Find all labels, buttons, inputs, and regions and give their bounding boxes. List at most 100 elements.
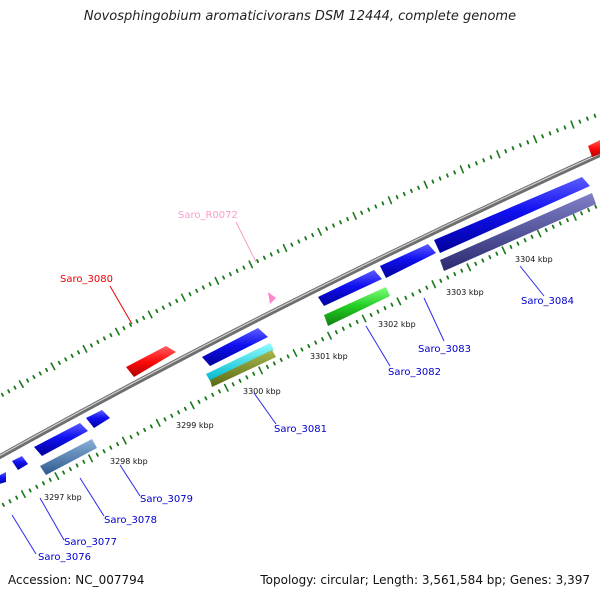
scale-tick	[425, 285, 429, 290]
accession-text: Accession: NC_007794	[8, 573, 145, 587]
leader-R0072	[235, 221, 257, 263]
scale-tick	[307, 343, 311, 349]
scale-tick	[235, 268, 239, 274]
scale-tick	[300, 347, 304, 352]
gene-label-3076[interactable]: Saro_3076	[38, 552, 91, 563]
scale-tick	[68, 466, 72, 472]
scale-tick	[88, 454, 93, 463]
scale-tick	[155, 308, 159, 314]
leader-3077	[39, 497, 65, 541]
feature-3084-purple[interactable]	[440, 193, 596, 271]
cds-arrow-3083[interactable]	[380, 244, 436, 278]
feature-3082-green[interactable]	[324, 287, 390, 326]
genome-backbone	[0, 151, 600, 460]
scale-tick	[523, 238, 527, 243]
cds-arrow-3082-top[interactable]	[318, 270, 382, 306]
scale-tick	[453, 170, 457, 175]
gene-label-3083[interactable]: Saro_3083	[418, 344, 471, 355]
scale-label: 3304 kbp	[515, 255, 553, 264]
scale-tick	[245, 375, 249, 380]
scale-tick	[360, 210, 364, 215]
scale-tick	[170, 413, 174, 418]
feature-3078-steel[interactable]	[40, 439, 97, 475]
feature-3081-olive[interactable]	[210, 350, 276, 387]
scale-tick	[516, 241, 520, 246]
cds-arrow-small-a[interactable]	[12, 456, 28, 470]
scale-label: 3303 kbp	[446, 288, 484, 297]
scale-tick	[481, 258, 485, 263]
scale-tick	[82, 459, 86, 464]
cds-arrow-3081[interactable]	[202, 328, 268, 366]
cds-arrow-3076[interactable]	[0, 472, 6, 485]
scale-tick	[311, 232, 315, 238]
scale-tick	[409, 188, 413, 194]
scale-tick	[548, 131, 552, 136]
leader-3078	[79, 477, 105, 517]
gene-label-3077[interactable]: Saro_3077	[64, 537, 117, 548]
gene-label-3080[interactable]: Saro_3080	[60, 274, 113, 285]
scale-tick	[228, 272, 232, 277]
scale-tick	[262, 255, 266, 260]
scale-tick	[404, 295, 408, 301]
scale-tick	[417, 185, 421, 190]
cds-arrow-3084[interactable]	[434, 177, 590, 253]
scale-tick	[38, 371, 42, 376]
map-title: Novosphingobium aromaticivorans DSM 1244…	[83, 9, 517, 24]
rrna-arrow-edge[interactable]	[588, 140, 600, 157]
scale-tick	[121, 436, 127, 445]
feature-3081-cyan[interactable]	[206, 343, 274, 381]
scale-tick	[269, 252, 273, 257]
scale-tick	[578, 119, 582, 124]
gene-labels: Saro_3076 Saro_3077 Saro_3078 Saro_3079 …	[38, 210, 574, 563]
rrna-arrow-3080[interactable]	[126, 346, 176, 377]
gene-label-3079[interactable]: Saro_3079	[140, 494, 193, 505]
scale-tick	[272, 361, 276, 366]
scale-tick	[48, 477, 52, 482]
scale-tick	[593, 113, 597, 118]
scale-tick	[95, 452, 99, 457]
scale-tick	[28, 488, 32, 493]
gene-label-3082[interactable]: Saro_3082	[388, 367, 441, 378]
scale-tick	[332, 223, 336, 228]
scale-tick	[64, 357, 68, 362]
scale-tick	[109, 332, 113, 338]
scale-tick	[195, 288, 199, 293]
scale-tick	[7, 389, 11, 394]
gene-label-R0072[interactable]: Saro_R0072	[178, 210, 238, 221]
scale-tick	[35, 484, 39, 489]
scale-tick	[0, 392, 4, 397]
gene-label-3084[interactable]: Saro_3084	[521, 296, 574, 307]
gene-label-3081[interactable]: Saro_3081	[274, 424, 327, 435]
scale-tick	[369, 312, 373, 318]
cds-arrow-3078-fwd[interactable]	[86, 410, 110, 428]
scale-label: 3301 kbp	[310, 352, 348, 361]
scale-tick	[177, 410, 181, 415]
gene-label-3078[interactable]: Saro_3078	[104, 515, 157, 526]
scale-tick	[536, 229, 542, 238]
scale-tick	[572, 212, 577, 221]
scale-tick	[102, 449, 106, 454]
scale-tick	[282, 243, 288, 253]
scale-tick	[136, 431, 140, 436]
scale-tick	[188, 292, 192, 297]
scale-tick	[143, 427, 147, 433]
scale-tick	[276, 249, 280, 254]
cds-arrow-3077[interactable]	[34, 423, 88, 456]
scale-tick	[467, 164, 471, 169]
ncrna-marker-R0072[interactable]	[268, 292, 276, 304]
scale-tick	[334, 330, 338, 335]
leader-3081	[253, 392, 277, 425]
scale-tick	[189, 401, 195, 410]
scale-tick	[563, 125, 567, 130]
scale-tick	[114, 327, 120, 336]
scale-tick	[89, 343, 93, 348]
scale-tick	[155, 418, 161, 427]
scale-tick	[396, 297, 402, 306]
scale-tick	[580, 211, 583, 216]
scale-tick	[367, 207, 371, 212]
scale-tick	[445, 173, 449, 178]
scale-tick	[279, 357, 283, 363]
leader-3079	[119, 464, 141, 497]
scale-tick	[147, 310, 153, 319]
